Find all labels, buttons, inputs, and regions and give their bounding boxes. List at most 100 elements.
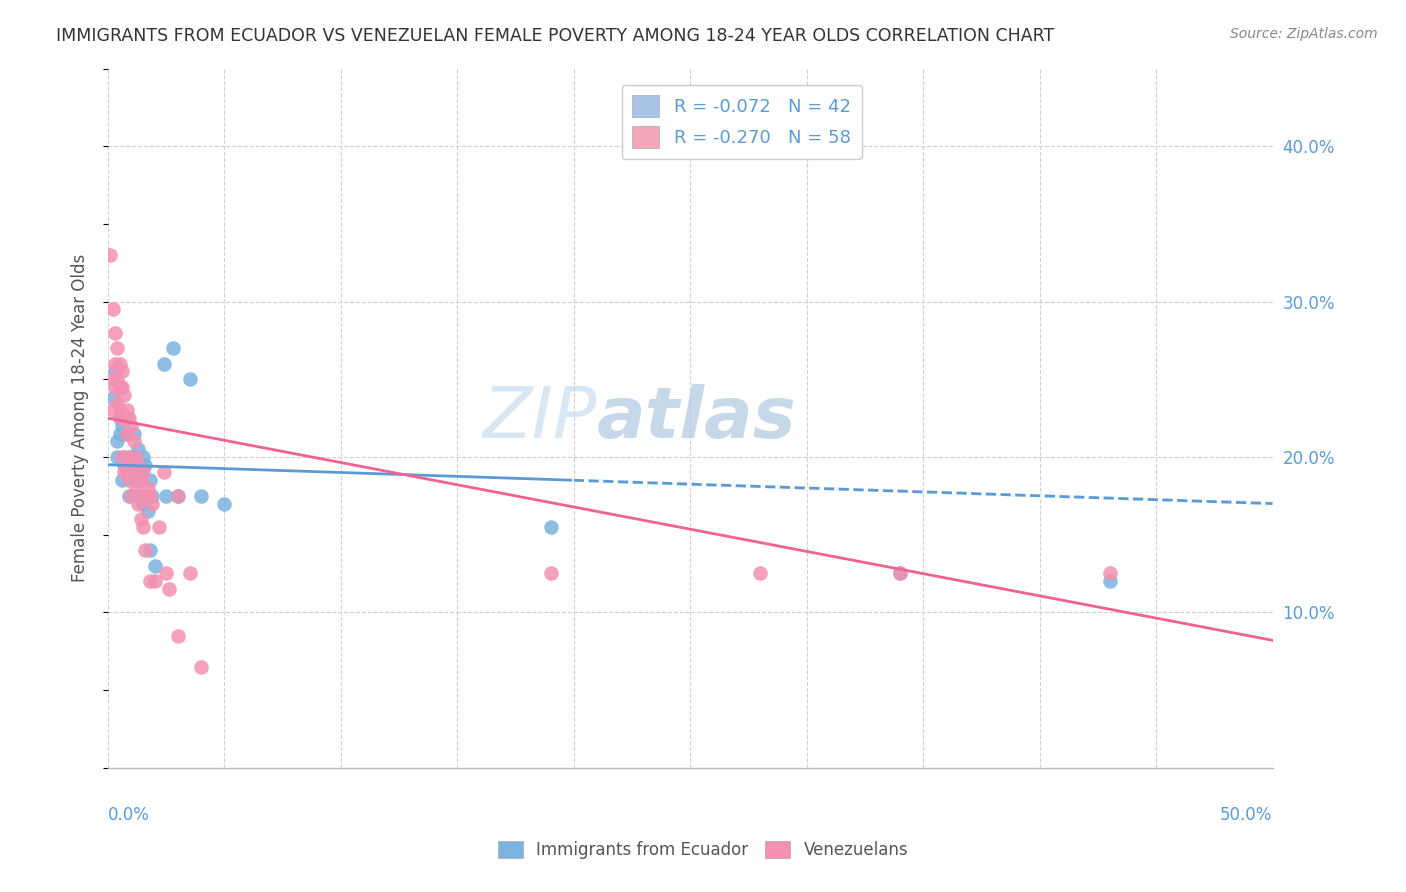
Point <box>115 403 138 417</box>
Point <box>127 489 149 503</box>
Text: atlas: atlas <box>598 384 797 452</box>
Point <box>108 426 131 441</box>
Point <box>101 302 124 317</box>
Point <box>105 395 128 409</box>
Point <box>129 466 152 480</box>
Text: 0.0%: 0.0% <box>108 806 150 824</box>
Point <box>122 466 145 480</box>
Point <box>139 574 162 589</box>
Point <box>111 450 134 464</box>
Point <box>118 473 141 487</box>
Point <box>143 558 166 573</box>
Point <box>105 372 128 386</box>
Legend: Immigrants from Ecuador, Venezuelans: Immigrants from Ecuador, Venezuelans <box>491 834 915 866</box>
Point <box>112 411 135 425</box>
Point <box>120 458 142 472</box>
Point <box>134 458 156 472</box>
Point <box>125 450 148 464</box>
Point <box>108 380 131 394</box>
Point <box>108 411 131 425</box>
Point <box>122 473 145 487</box>
Point <box>153 466 176 480</box>
Point <box>129 489 152 503</box>
Point <box>125 481 148 495</box>
Point <box>105 450 128 464</box>
Point <box>167 489 190 503</box>
Point <box>98 248 121 262</box>
Point <box>115 426 138 441</box>
Point <box>129 512 152 526</box>
Point <box>112 466 135 480</box>
Text: ZIP: ZIP <box>482 384 598 452</box>
Point <box>141 497 163 511</box>
Point <box>120 418 142 433</box>
Point <box>889 566 911 581</box>
Text: 50.0%: 50.0% <box>1220 806 1272 824</box>
Point <box>118 450 141 464</box>
Point <box>104 380 127 394</box>
Point <box>167 489 190 503</box>
Point <box>112 458 135 472</box>
Point <box>111 473 134 487</box>
Point <box>112 450 135 464</box>
Point <box>127 442 149 457</box>
Point <box>179 372 201 386</box>
Point <box>190 659 212 673</box>
Point <box>118 458 141 472</box>
Point <box>136 481 159 495</box>
Point <box>127 458 149 472</box>
Point <box>111 418 134 433</box>
Point <box>104 364 127 378</box>
Point <box>122 426 145 441</box>
Point <box>134 543 156 558</box>
Point <box>104 357 127 371</box>
Point <box>118 489 141 503</box>
Point <box>111 364 134 378</box>
Point <box>190 489 212 503</box>
Point <box>153 357 176 371</box>
Point <box>127 497 149 511</box>
Point <box>112 388 135 402</box>
Point <box>111 380 134 394</box>
Point <box>125 450 148 464</box>
Text: IMMIGRANTS FROM ECUADOR VS VENEZUELAN FEMALE POVERTY AMONG 18-24 YEAR OLDS CORRE: IMMIGRANTS FROM ECUADOR VS VENEZUELAN FE… <box>56 27 1054 45</box>
Point <box>540 520 562 534</box>
Point <box>141 489 163 503</box>
Y-axis label: Female Poverty Among 18-24 Year Olds: Female Poverty Among 18-24 Year Olds <box>72 254 89 582</box>
Point <box>120 458 142 472</box>
Point <box>155 489 177 503</box>
Point <box>101 391 124 405</box>
Point <box>132 520 155 534</box>
Point <box>105 434 128 449</box>
Point <box>115 466 138 480</box>
Point <box>179 566 201 581</box>
Point <box>1098 574 1121 589</box>
Point <box>132 497 155 511</box>
Text: Source: ZipAtlas.com: Source: ZipAtlas.com <box>1230 27 1378 41</box>
Legend: R = -0.072   N = 42, R = -0.270   N = 58: R = -0.072 N = 42, R = -0.270 N = 58 <box>621 85 862 160</box>
Point <box>108 357 131 371</box>
Point <box>115 426 138 441</box>
Point <box>157 582 180 596</box>
Point <box>889 566 911 581</box>
Point <box>134 489 156 503</box>
Point <box>104 326 127 340</box>
Point <box>139 543 162 558</box>
Point <box>118 411 141 425</box>
Point <box>540 566 562 581</box>
Point <box>115 411 138 425</box>
Point <box>139 473 162 487</box>
Point <box>101 372 124 386</box>
Point <box>139 489 162 503</box>
Point <box>111 411 134 425</box>
Point <box>148 520 170 534</box>
Point <box>136 504 159 518</box>
Point <box>162 341 184 355</box>
Point <box>167 629 190 643</box>
Point <box>122 434 145 449</box>
Point <box>1098 566 1121 581</box>
Point <box>214 497 236 511</box>
Point <box>749 566 772 581</box>
Point <box>132 450 155 464</box>
Point <box>105 341 128 355</box>
